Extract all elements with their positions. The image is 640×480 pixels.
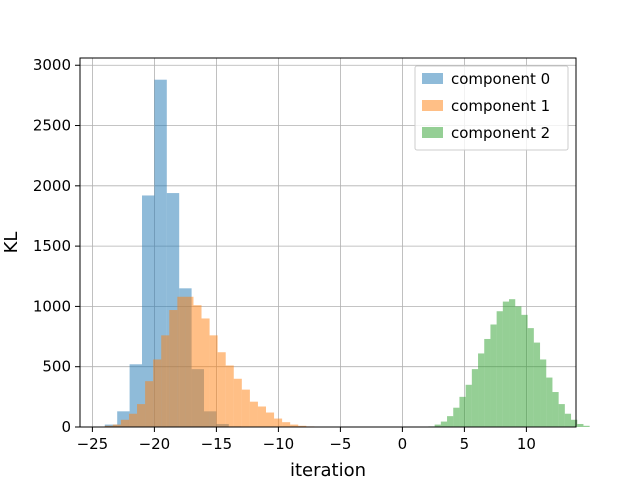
histogram-bar — [564, 413, 572, 427]
histogram-bar — [217, 352, 226, 427]
histogram-bar — [233, 378, 242, 427]
legend-label: component 2 — [451, 124, 550, 142]
histogram-bar — [120, 419, 129, 427]
legend-swatch — [422, 100, 443, 111]
legend-box — [414, 65, 569, 151]
histogram-bar — [169, 310, 178, 427]
histogram-bar — [290, 424, 299, 427]
histogram-bar — [465, 384, 472, 427]
x-axis-ticks: −25 −20 −15 −10 −5 0 5 10 — [77, 427, 536, 453]
legend-swatch — [422, 127, 443, 138]
histogram-bar — [266, 412, 275, 427]
histogram-bar — [161, 335, 170, 427]
histogram-bar — [104, 425, 113, 427]
histogram-bar — [521, 314, 528, 427]
y-tick-label: 2000 — [33, 177, 71, 195]
x-tick-label: 5 — [460, 435, 470, 453]
histogram-bar — [459, 396, 466, 427]
x-tick-label: 0 — [398, 435, 408, 453]
histogram-bar — [137, 404, 146, 427]
x-tick-label: −5 — [329, 435, 351, 453]
histogram-bar — [241, 389, 250, 427]
histogram-bar — [225, 365, 234, 427]
histogram-bar — [527, 328, 534, 427]
legend-label: component 1 — [451, 97, 550, 115]
histogram-bar — [209, 335, 218, 427]
histogram-bar — [257, 406, 266, 427]
histogram-bar — [440, 421, 448, 427]
histogram-bar — [282, 422, 291, 427]
x-tick-label: −10 — [263, 435, 295, 453]
histogram-bar — [490, 324, 497, 427]
histogram-bar — [447, 416, 454, 427]
histogram-bar — [471, 369, 479, 427]
y-axis-ticks: 0 500 1000 1500 2000 2500 3000 — [33, 56, 80, 436]
histogram-bar — [249, 401, 258, 427]
histogram-bar — [453, 407, 460, 427]
histogram-bar — [546, 377, 553, 427]
histogram-bar — [193, 305, 202, 427]
x-tick-label: −25 — [77, 435, 109, 453]
histogram-bar — [502, 301, 510, 427]
histogram-bar — [509, 299, 516, 427]
y-tick-label: 3000 — [33, 56, 71, 74]
histogram-bar — [496, 311, 503, 427]
x-axis-label: iteration — [290, 460, 366, 480]
histogram-bar — [434, 424, 441, 427]
histogram-bar — [583, 425, 590, 427]
histogram-bar — [274, 418, 283, 427]
series-2-bars — [428, 299, 590, 427]
legend: component 0 component 1 component 2 — [414, 65, 569, 151]
histogram-bar — [571, 419, 578, 427]
legend-label: component 0 — [451, 70, 550, 88]
y-tick-label: 2500 — [33, 117, 71, 135]
histogram-bar — [142, 195, 155, 427]
histogram-bar — [128, 413, 138, 427]
histogram-bar — [185, 296, 194, 427]
histogram-bar — [533, 342, 541, 427]
x-tick-label: 10 — [517, 435, 536, 453]
histogram-bar — [478, 353, 485, 427]
histogram-bar — [177, 296, 186, 427]
histogram-bar — [552, 392, 559, 427]
histogram-bar — [153, 359, 162, 427]
histogram-bar — [558, 404, 565, 427]
histogram-bar — [112, 424, 121, 427]
legend-swatch — [422, 73, 443, 84]
histogram-bar — [540, 359, 547, 427]
x-tick-label: −15 — [201, 435, 233, 453]
x-tick-label: −20 — [139, 435, 171, 453]
series-1-bars — [104, 296, 331, 427]
y-tick-label: 1500 — [33, 237, 71, 255]
histogram-bar — [145, 381, 154, 427]
y-tick-label: 1000 — [33, 297, 71, 315]
plot-frame — [79, 57, 577, 428]
histogram-bar — [201, 318, 210, 427]
y-tick-label: 0 — [61, 418, 71, 436]
histogram-bar — [298, 425, 307, 427]
y-axis-label: KL — [1, 232, 22, 254]
bars — [104, 79, 590, 428]
y-tick-label: 500 — [42, 358, 71, 376]
histogram-bar — [577, 423, 584, 427]
histogram-bar — [515, 306, 522, 427]
histogram-bar — [484, 338, 491, 427]
